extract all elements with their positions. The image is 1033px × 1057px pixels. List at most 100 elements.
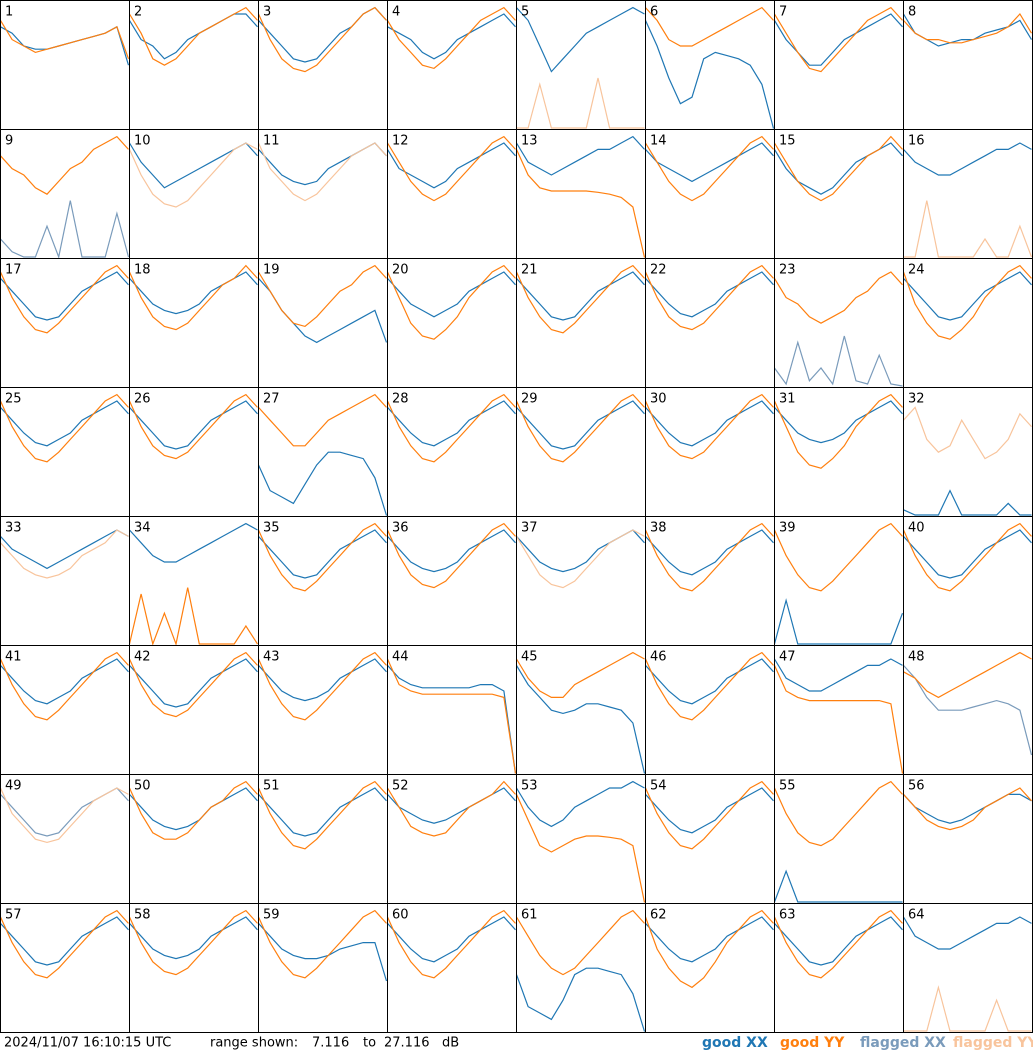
spectrum-line <box>129 522 258 563</box>
panel-number: 61 <box>521 908 538 923</box>
panel-number: 41 <box>5 650 22 665</box>
panel: 22 <box>644 258 775 388</box>
spectrum-line <box>387 664 517 774</box>
panel-border <box>129 774 259 904</box>
spectrum-line <box>516 6 645 73</box>
panel-number: 47 <box>779 650 796 665</box>
spectrum-line <box>903 793 1032 824</box>
spectrum-line <box>644 20 775 129</box>
panel: 55 <box>773 774 904 904</box>
spectrum-line <box>128 780 258 840</box>
panel: 35 <box>257 516 388 646</box>
panel: 19 <box>257 258 388 388</box>
spectrum-line <box>0 909 129 979</box>
panel-border <box>258 258 388 388</box>
spectrum-line <box>773 909 903 979</box>
spectrum-line <box>129 787 258 831</box>
spectrum-line <box>128 393 258 460</box>
spectrum-line <box>0 529 129 570</box>
spectrum-line <box>645 142 774 183</box>
legend-entry: flagged YY <box>953 1035 1033 1051</box>
spectrum-line <box>0 916 129 966</box>
spectrum-line <box>258 658 387 702</box>
panel: 46 <box>644 645 775 775</box>
spectrum-line <box>516 529 645 573</box>
range-prefix: range shown: <box>210 1036 298 1051</box>
panel: 10 <box>128 129 259 259</box>
panel: 41 <box>0 645 130 775</box>
spectrum-line <box>515 794 646 903</box>
spectrum-line <box>902 916 1032 950</box>
panel-number: 33 <box>5 521 22 536</box>
spectrum-line <box>129 916 258 960</box>
panel-border <box>0 516 130 646</box>
panel-border <box>129 645 259 775</box>
range-joiner: to <box>363 1036 376 1051</box>
panel-number: 45 <box>521 650 538 665</box>
panel: 11 <box>257 129 388 259</box>
panel-number: 36 <box>392 521 409 536</box>
panel-number: 27 <box>263 392 280 407</box>
spectrum-line <box>903 200 1033 258</box>
panel: 7 <box>773 0 904 130</box>
panel-number: 13 <box>521 134 538 149</box>
panel: 42 <box>128 645 259 775</box>
panel-number: 9 <box>5 134 13 149</box>
spectrum-line <box>0 393 129 463</box>
panel-number: 21 <box>521 263 538 278</box>
panel-border <box>258 0 388 130</box>
spectrum-line <box>903 985 1032 1032</box>
panel-number: 62 <box>650 908 667 923</box>
panel-number: 63 <box>779 908 796 923</box>
panel-border <box>516 387 646 517</box>
panel-border <box>645 387 775 517</box>
spectrum-line <box>257 522 387 592</box>
spectrum-line <box>773 598 904 645</box>
panel: 60 <box>386 903 517 1033</box>
range-unit: dB <box>442 1036 459 1051</box>
panel-number: 43 <box>263 650 280 665</box>
panel: 40 <box>902 516 1033 646</box>
spectrum-line <box>128 587 259 647</box>
spectrum-line <box>387 400 516 447</box>
panel-border <box>0 258 130 388</box>
spectrum-line <box>386 909 516 979</box>
panel: 8 <box>902 0 1033 130</box>
spectrum-line <box>644 651 774 721</box>
panel-border <box>129 387 259 517</box>
panel-border <box>903 129 1033 259</box>
panel-border <box>645 645 775 775</box>
spectrum-line <box>515 393 645 463</box>
panel: 63 <box>773 903 904 1033</box>
panel: 12 <box>386 129 517 259</box>
spectrum-line <box>387 916 516 963</box>
spectrum-line <box>903 787 1032 831</box>
panel: 37 <box>515 516 646 646</box>
panel-border <box>0 0 130 130</box>
spectrum-line <box>903 271 1032 321</box>
spectrum-line <box>515 665 646 774</box>
panel-border <box>774 129 904 259</box>
spectrum-line <box>516 271 645 321</box>
spectrum-line <box>258 393 387 447</box>
panel: 3 <box>257 0 388 130</box>
spectrum-line <box>386 6 516 70</box>
panel: 31 <box>773 387 904 517</box>
panel-number: 10 <box>134 134 151 149</box>
spectrum-line <box>386 135 516 202</box>
panel-number: 40 <box>908 521 925 536</box>
panel: 16 <box>903 129 1033 259</box>
panel-number: 48 <box>908 650 925 665</box>
panel: 56 <box>903 774 1033 904</box>
panel: 26 <box>128 387 259 517</box>
panel-number: 58 <box>134 908 151 923</box>
spectrum-line <box>386 264 516 340</box>
panel-border <box>258 903 388 1033</box>
panel-border <box>774 645 904 775</box>
spectrum-line <box>903 142 1032 176</box>
spectrum-line <box>387 13 516 60</box>
panel: 13 <box>515 129 646 259</box>
spectrum-line <box>773 869 903 903</box>
panel-number: 19 <box>263 263 280 278</box>
spectrum-line <box>0 658 129 705</box>
